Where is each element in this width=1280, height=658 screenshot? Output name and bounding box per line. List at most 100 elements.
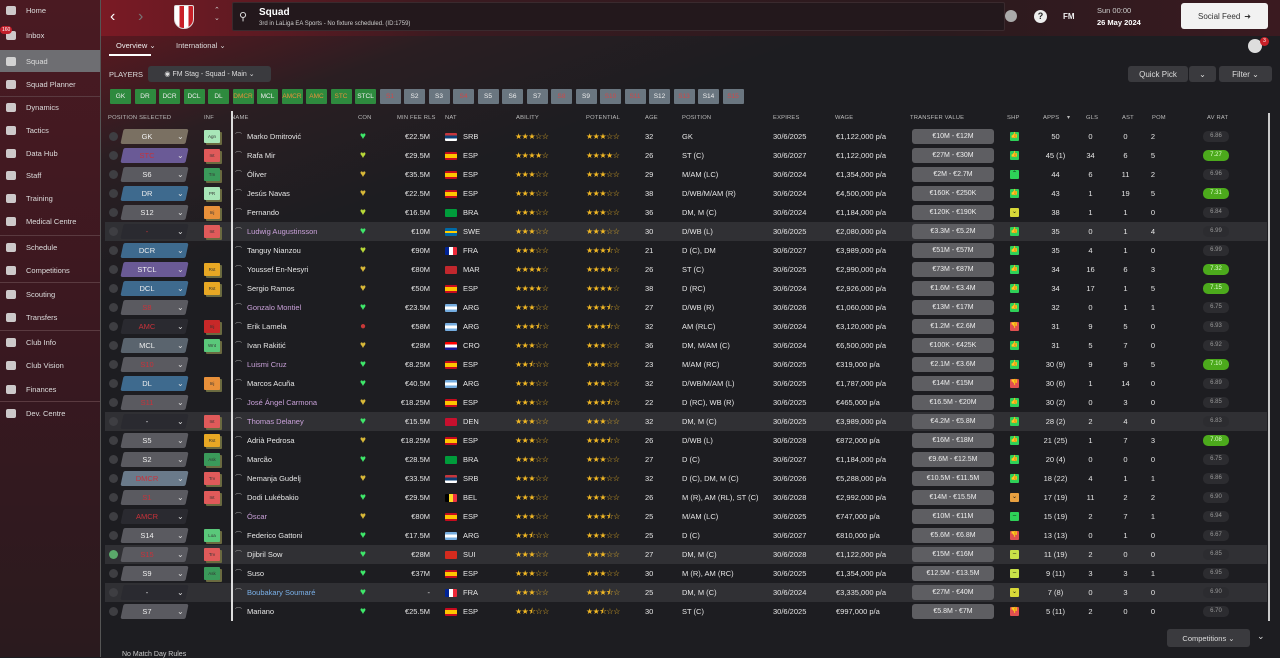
player-name[interactable]: Thomas Delaney bbox=[247, 417, 304, 426]
sidebar-item-tactics[interactable]: Tactics bbox=[0, 119, 100, 141]
transfer-value[interactable]: €5.6M - €6.8M bbox=[912, 528, 994, 543]
table-row[interactable]: S1 ⌄ Int ⌒ Dodi Lukébakio ♥ €29.5M BEL ★★★☆☆ ★★★☆… bbox=[105, 488, 1267, 507]
position-chip-s6[interactable]: S6 bbox=[502, 89, 523, 104]
interaction-badge[interactable]: Int bbox=[204, 491, 220, 504]
interaction-badge[interactable]: Tm bbox=[204, 168, 220, 181]
transfer-value[interactable]: €2.1M - €3.6M bbox=[912, 357, 994, 372]
transfer-value[interactable]: €120K - €190K bbox=[912, 205, 994, 220]
chevron-down-icon[interactable]: ⌄ bbox=[177, 455, 184, 464]
transfer-value[interactable]: €10M - €11M bbox=[912, 509, 994, 524]
select-checkbox[interactable] bbox=[109, 265, 118, 274]
player-name[interactable]: Nemanja Gudelj bbox=[247, 474, 301, 483]
table-row[interactable]: AMC ⌄ Inj ⌒ Erik Lamela ● €58M ARG ★★★⯪☆ ★★★⯪☆ 32 A… bbox=[105, 317, 1267, 336]
player-name[interactable]: Gonzalo Montiel bbox=[247, 303, 302, 312]
table-row[interactable]: S2 ⌄ Ask ⌒ Marcão ♥ €28.5M BRA ★★★☆☆ ★★★☆☆ 27 D (C)… bbox=[105, 450, 1267, 469]
table-row[interactable]: - ⌄ Int ⌒ Ludwig Augustinsson ♥ €10M SWE ★★★☆☆ ★★… bbox=[105, 222, 1267, 241]
player-name[interactable]: Luismi Cruz bbox=[247, 360, 287, 369]
chevron-down-icon[interactable]: ⌄ bbox=[177, 550, 184, 559]
sidebar-item-medical-centre[interactable]: Medical Centre bbox=[0, 210, 100, 232]
player-name[interactable]: Djibril Sow bbox=[247, 550, 283, 559]
help-icon[interactable]: ? bbox=[1034, 10, 1047, 23]
chevron-down-icon[interactable]: ⌄ bbox=[177, 284, 184, 293]
chevron-down-icon[interactable]: ⌄ bbox=[177, 417, 184, 426]
transfer-value[interactable]: €4.2M - €5.8M bbox=[912, 414, 994, 429]
position-chip-s10[interactable]: S10 bbox=[600, 89, 621, 104]
transfer-value[interactable]: €51M - €57M bbox=[912, 243, 994, 258]
select-checkbox[interactable] bbox=[109, 360, 118, 369]
select-checkbox[interactable] bbox=[109, 322, 118, 331]
chevron-down-icon[interactable]: ⌄ bbox=[177, 151, 184, 160]
table-row[interactable]: MCL ⌄ Wnt ⌒ Ivan Rakitić ♥ €28M CRO ★★★☆☆ ★★★☆☆ 36… bbox=[105, 336, 1267, 355]
interaction-badge[interactable]: Loa bbox=[204, 529, 220, 542]
game-date[interactable]: 26 May 2024 bbox=[1097, 18, 1141, 27]
transfer-value[interactable]: €10M - €12M bbox=[912, 129, 994, 144]
happiness-icon[interactable]: ⌄ bbox=[1010, 493, 1019, 502]
chevron-down-icon[interactable]: ⌄ bbox=[177, 512, 184, 521]
globe-icon[interactable] bbox=[1005, 10, 1017, 22]
position-chip-amcr[interactable]: AMCR bbox=[281, 89, 303, 104]
transfer-value[interactable]: €14M - €15.5M bbox=[912, 490, 994, 505]
table-row[interactable]: DCL ⌄ Rst ⌒ Sergio Ramos ♥ €50M ESP ★★★★☆ ★★★★☆ 38… bbox=[105, 279, 1267, 298]
table-row[interactable]: S11 ⌄ ⌒ José Ángel Carmona ♥ €18.25M ESP ★★★☆☆ ★… bbox=[105, 393, 1267, 412]
table-row[interactable]: DL ⌄ Inj ⌒ Marcos Acuña ♥ €40.5M ARG ★★★☆☆ ★★★☆☆ 3… bbox=[105, 374, 1267, 393]
interaction-badge[interactable]: Wnt bbox=[204, 339, 220, 352]
interaction-badge[interactable]: Rst bbox=[204, 434, 220, 447]
column-header-age[interactable]: AGE bbox=[645, 115, 658, 121]
competitions-select[interactable]: Competitions ⌄ bbox=[1167, 629, 1250, 647]
player-name[interactable]: Mariano bbox=[247, 607, 275, 616]
happiness-icon[interactable]: – bbox=[1010, 550, 1019, 559]
player-name[interactable]: Boubakary Soumaré bbox=[247, 588, 316, 597]
transfer-value[interactable]: €16M - €18M bbox=[912, 433, 994, 448]
club-switch-icon[interactable]: ⌃ ⌄ bbox=[214, 7, 220, 22]
happiness-icon[interactable]: 👍 bbox=[1010, 284, 1019, 293]
column-header-con[interactable]: CON bbox=[358, 115, 372, 121]
table-row[interactable]: S8 ⌄ ⌒ Gonzalo Montiel ♥ €23.5M ARG ★★★☆☆ ★★★⯪☆ 2… bbox=[105, 298, 1267, 317]
position-chip-stc[interactable]: STC bbox=[330, 89, 352, 104]
player-name[interactable]: Ivan Rakitić bbox=[247, 341, 286, 350]
position-chip-dmcr[interactable]: DMCR bbox=[232, 89, 254, 104]
transfer-value[interactable]: €3.3M - €5.2M bbox=[912, 224, 994, 239]
select-checkbox[interactable] bbox=[109, 227, 118, 236]
position-chip-s13[interactable]: S13 bbox=[673, 89, 695, 104]
scrollbar[interactable] bbox=[1268, 113, 1270, 621]
select-checkbox[interactable] bbox=[109, 398, 118, 407]
select-checkbox[interactable] bbox=[109, 455, 118, 464]
column-header-transfer-value[interactable]: TRANSFER VALUE bbox=[910, 115, 965, 121]
column-header-shp[interactable]: SHP bbox=[1007, 115, 1020, 121]
happiness-icon[interactable]: 👍 bbox=[1010, 246, 1019, 255]
tab-overview[interactable]: Overview ⌄ bbox=[116, 41, 156, 50]
select-checkbox[interactable] bbox=[109, 436, 118, 445]
player-name[interactable]: Youssef En-Nesyri bbox=[247, 265, 309, 274]
quick-pick-dropdown[interactable]: ⌄ bbox=[1189, 66, 1216, 82]
happiness-icon[interactable]: 👍 bbox=[1010, 303, 1019, 312]
tab-international[interactable]: International ⌄ bbox=[176, 41, 226, 50]
select-checkbox[interactable] bbox=[109, 569, 118, 578]
happiness-icon[interactable]: 👍 bbox=[1010, 265, 1019, 274]
chevron-down-icon[interactable]: ⌄ bbox=[177, 189, 184, 198]
select-checkbox[interactable] bbox=[109, 588, 118, 597]
column-header-ability[interactable]: ABILITY bbox=[516, 115, 539, 121]
table-row[interactable]: S9 ⌄ Ask ⌒ Suso ♥ €37M ESP ★★★☆☆ ★★★☆☆ 30 M (R), AM… bbox=[105, 564, 1267, 583]
chevron-down-icon[interactable]: ⌄ bbox=[177, 322, 184, 331]
happiness-icon[interactable]: 👍 bbox=[1010, 189, 1019, 198]
interaction-badge[interactable]: Rst bbox=[204, 282, 220, 295]
table-row[interactable]: STCL ⌄ Rst ⌒ Youssef En-Nesyri ♥ €80M MAR ★★★★☆ ★… bbox=[105, 260, 1267, 279]
social-feed-button[interactable]: Social Feed ➜ bbox=[1181, 3, 1268, 29]
select-checkbox[interactable] bbox=[109, 284, 118, 293]
happiness-icon[interactable]: 👎 bbox=[1010, 607, 1019, 616]
fm-menu-button[interactable]: FM bbox=[1063, 12, 1075, 21]
happiness-icon[interactable]: 👍 bbox=[1010, 417, 1019, 426]
chevron-down-icon[interactable]: ⌄ bbox=[177, 208, 184, 217]
sidebar-item-dev-centre[interactable]: Dev. Centre bbox=[0, 402, 100, 424]
table-row[interactable]: - ⌄ ⌒ Boubakary Soumaré ♥ - FRA ★★★☆☆ ★★★⯪☆ 25 DM,… bbox=[105, 583, 1267, 602]
table-row[interactable]: S12 ⌄ Inj ⌒ Fernando ♥ €16.5M BRA ★★★☆☆ ★★★☆☆ 36 DM… bbox=[105, 203, 1267, 222]
select-checkbox[interactable] bbox=[109, 531, 118, 540]
sidebar-item-inbox[interactable]: Inbox 160 bbox=[0, 24, 100, 46]
chevron-down-icon[interactable]: ⌄ bbox=[177, 170, 184, 179]
position-chip-dcl[interactable]: DCL bbox=[183, 89, 205, 104]
chevron-down-icon[interactable]: ⌄ bbox=[177, 341, 184, 350]
position-chip-s11[interactable]: S11 bbox=[624, 89, 646, 104]
sidebar-item-club-info[interactable]: Club Info bbox=[0, 331, 100, 353]
happiness-icon[interactable]: 👍 bbox=[1010, 398, 1019, 407]
table-row[interactable]: S7 ⌄ ⌒ Mariano ♥ €25.5M ESP ★★⯪☆☆ ★★⯪☆☆ 30 ST (C) 3… bbox=[105, 602, 1267, 621]
